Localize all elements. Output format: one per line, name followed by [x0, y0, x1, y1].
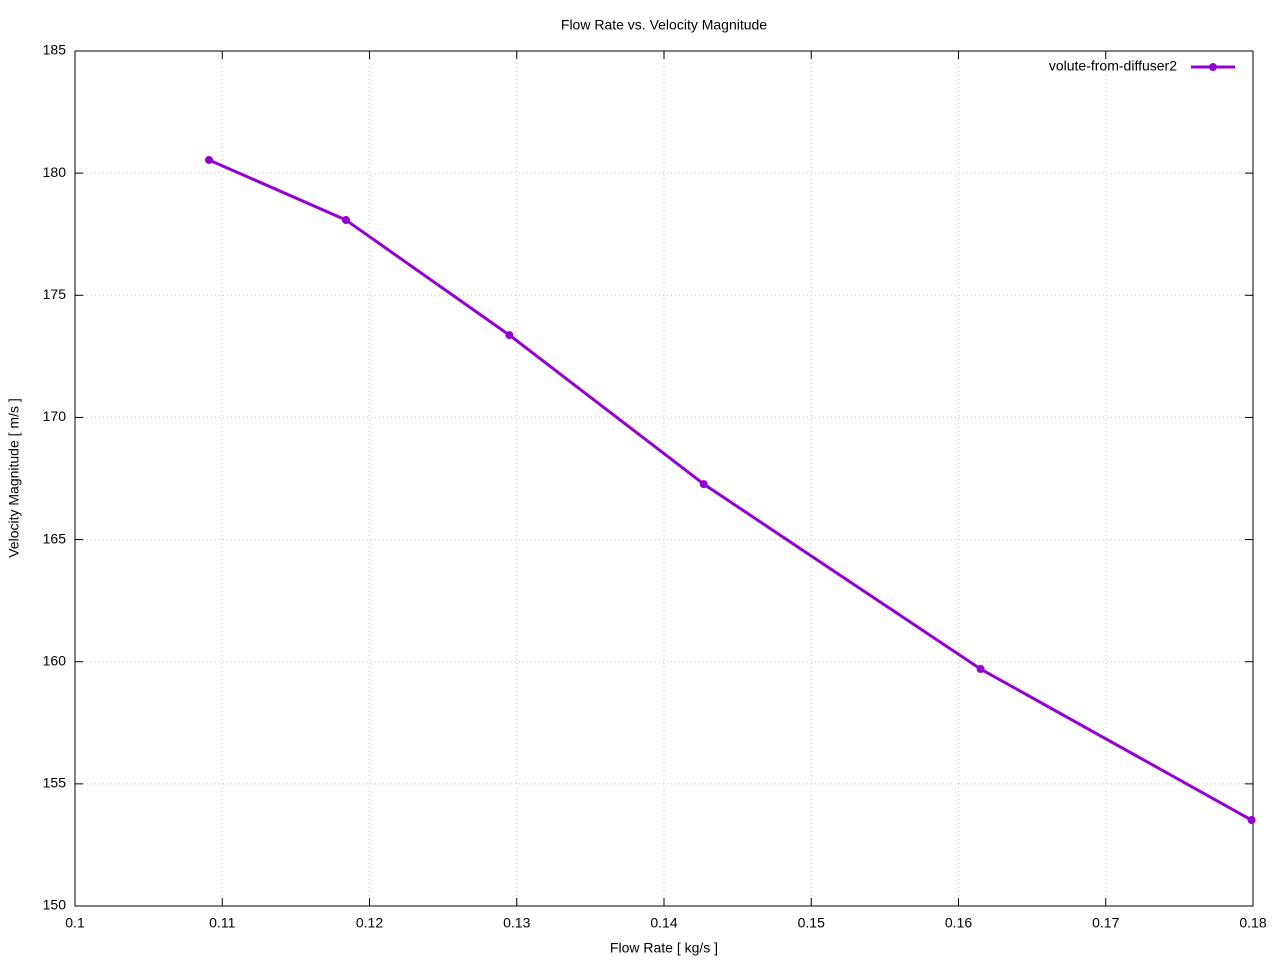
x-tick-label: 0.11	[209, 915, 235, 931]
chart-title: Flow Rate vs. Velocity Magnitude	[561, 17, 767, 33]
x-axis-label: Flow Rate [ kg/s ]	[610, 940, 718, 956]
x-tick-label: 0.1	[65, 915, 85, 931]
data-point	[505, 331, 514, 340]
x-tick-label: 0.13	[503, 915, 530, 931]
y-tick-label: 175	[43, 286, 67, 302]
data-point	[976, 665, 985, 674]
x-tick-label: 0.12	[356, 915, 383, 931]
legend-label: volute-from-diffuser2	[1049, 58, 1177, 74]
x-tick-label: 0.15	[798, 915, 825, 931]
x-tick-label: 0.14	[650, 915, 677, 931]
x-tick-label: 0.17	[1092, 915, 1119, 931]
y-axis-label: Velocity Magnitude [ m/s ]	[6, 398, 22, 558]
y-tick-label: 160	[43, 652, 67, 668]
data-point	[1247, 816, 1256, 825]
y-tick-label: 165	[43, 530, 67, 546]
legend-marker	[1209, 63, 1217, 71]
y-tick-label: 170	[43, 408, 67, 424]
y-tick-label: 185	[43, 42, 67, 58]
x-tick-label: 0.16	[945, 915, 972, 931]
plot-border	[74, 50, 1254, 907]
y-tick-label: 150	[43, 897, 67, 913]
y-tick-label: 180	[43, 164, 67, 180]
x-tick-label: 0.18	[1239, 915, 1266, 931]
data-point	[699, 480, 708, 489]
y-tick-label: 155	[43, 775, 67, 791]
data-point	[204, 155, 213, 164]
series-line	[208, 158, 1253, 822]
data-point	[341, 216, 350, 225]
